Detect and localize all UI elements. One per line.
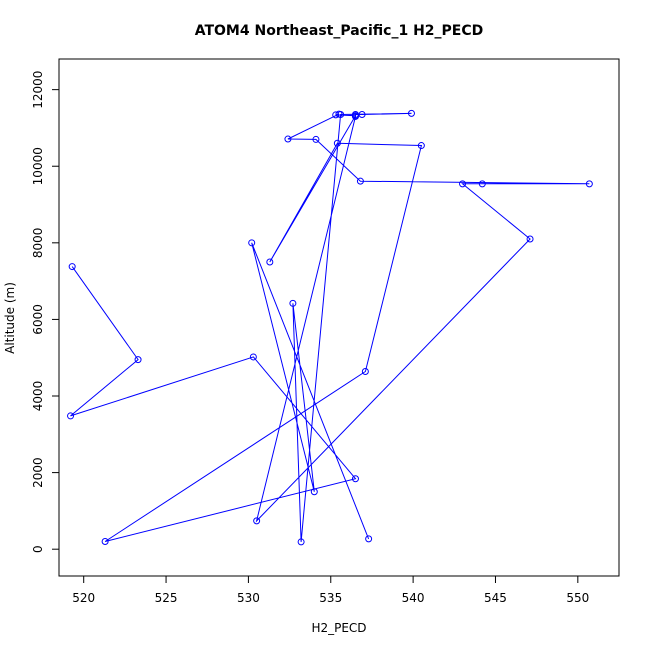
y-tick-label: 4000 <box>31 381 45 412</box>
data-point <box>351 112 359 120</box>
data-point <box>333 139 341 147</box>
y-axis-label: Altitude (m) <box>3 282 17 354</box>
data-point <box>478 180 486 188</box>
data-point <box>459 180 467 188</box>
data-point <box>68 263 76 271</box>
data-point <box>101 538 109 546</box>
data-point <box>297 538 305 546</box>
data-point <box>248 239 256 247</box>
y-tick-label: 8000 <box>31 228 45 259</box>
y-tick-label: 12000 <box>31 71 45 109</box>
data-point <box>351 475 359 483</box>
data-point <box>134 356 142 364</box>
data-point <box>332 111 340 119</box>
data-point <box>266 258 274 266</box>
x-axis-label: H2_PECD <box>311 621 366 635</box>
data-point <box>253 517 261 525</box>
x-tick-label: 525 <box>155 591 178 605</box>
series-layer <box>67 109 593 546</box>
x-tick-label: 540 <box>402 591 425 605</box>
x-tick-label: 520 <box>72 591 95 605</box>
y-tick-label: 10000 <box>31 147 45 185</box>
data-point <box>526 235 534 243</box>
data-point <box>585 180 593 188</box>
y-axis: 0 2000 4000 6000 8000 10000 12000 <box>31 71 60 553</box>
data-point <box>356 177 364 185</box>
data-point <box>361 367 369 375</box>
data-point <box>351 111 359 119</box>
x-tick-label: 545 <box>484 591 507 605</box>
data-point <box>407 109 415 117</box>
y-tick-label: 0 <box>31 545 45 553</box>
data-point <box>249 353 257 361</box>
series-line <box>70 112 590 542</box>
data-point <box>67 412 75 420</box>
data-point <box>337 111 345 119</box>
x-axis: 520 525 530 535 540 545 550 <box>72 575 589 605</box>
data-point <box>417 142 425 150</box>
x-tick-label: 535 <box>319 591 342 605</box>
x-tick-label: 550 <box>566 591 589 605</box>
data-point <box>358 111 366 119</box>
y-tick-label: 2000 <box>31 457 45 488</box>
y-tick-label: 6000 <box>31 304 45 335</box>
x-tick-label: 530 <box>237 591 260 605</box>
data-point <box>284 135 292 143</box>
data-point <box>312 135 320 143</box>
data-point <box>310 488 318 496</box>
data-point <box>365 535 373 543</box>
chart-title: ATOM4 Northeast_Pacific_1 H2_PECD <box>195 23 484 39</box>
data-point <box>289 299 297 307</box>
